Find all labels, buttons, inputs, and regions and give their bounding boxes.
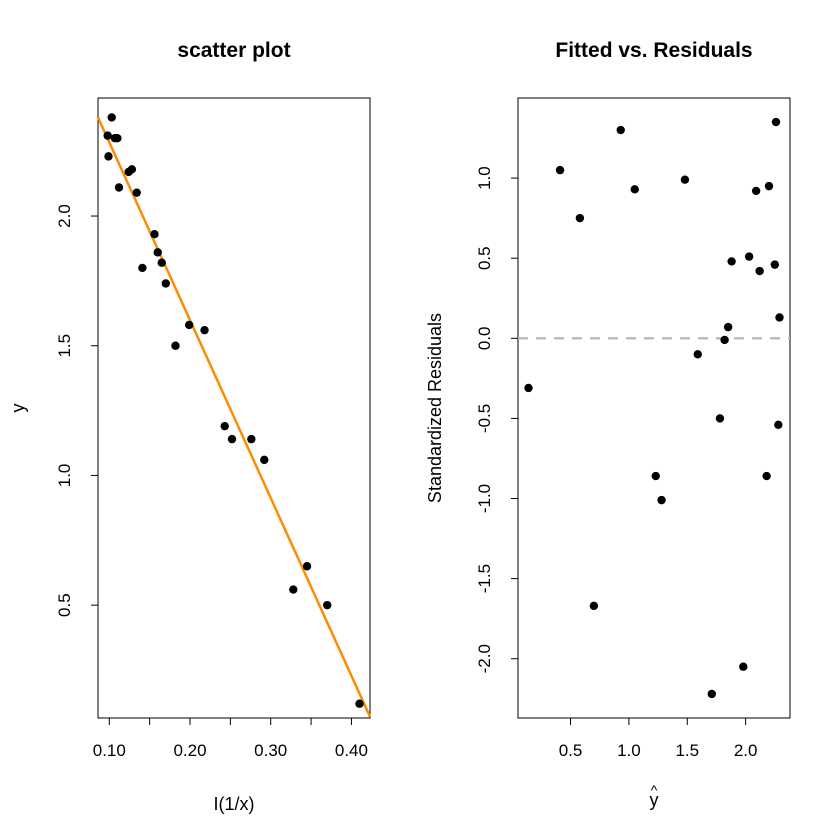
data-point: [630, 185, 639, 194]
y-tick-label: 1.5: [55, 334, 74, 358]
y-tick-label: -1.0: [475, 484, 494, 513]
data-point: [764, 181, 774, 191]
data-point: [707, 689, 716, 699]
x-tick-label: 0.10: [93, 741, 126, 760]
y-tick-label: -2.0: [475, 644, 494, 673]
x-tick-label: 0.5: [559, 741, 583, 760]
data-point: [113, 134, 122, 143]
residuals-x-label: y: [650, 790, 659, 810]
scatter-x-axis: 0.10 0.20 0.30 0.40: [93, 717, 368, 760]
data-point: [227, 434, 237, 444]
data-point: [739, 662, 748, 671]
scatter-y-axis: 0.5 1.0 1.5 2.0: [55, 204, 99, 617]
data-point: [657, 495, 666, 505]
data-point: [723, 322, 733, 332]
data-point: [302, 562, 312, 571]
data-point: [755, 266, 764, 276]
y-tick-label: -0.5: [475, 404, 494, 433]
data-point: [171, 341, 180, 350]
data-point: [138, 263, 147, 273]
data-point: [150, 229, 159, 239]
residuals-x-axis: 0.5 1.0 1.5 2.0: [559, 717, 758, 760]
data-point: [161, 279, 170, 288]
residuals-plot-frame: [517, 97, 791, 719]
data-point: [355, 699, 364, 708]
scatter-fit-line-layer: [96, 116, 372, 718]
data-point: [114, 183, 124, 192]
data-point: [103, 131, 112, 140]
regression-line: [96, 116, 372, 718]
residuals-title: Fitted vs. Residuals: [555, 39, 752, 62]
scatter-panel: scatter plot 0.10 0.20 0.30 0.40 0.5 1.0 1.5 2…: [8, 39, 372, 814]
data-point: [555, 165, 565, 175]
data-point: [157, 258, 166, 267]
data-point: [616, 125, 625, 135]
data-point: [775, 313, 784, 322]
data-point: [524, 383, 533, 393]
scatter-points: [103, 113, 364, 708]
x-tick-label: 1.0: [617, 741, 641, 760]
residuals-panel: Fitted vs. Residuals 0.5 1.0 1.5 2.0 -2.0 -1…: [425, 39, 791, 810]
data-point: [289, 585, 298, 594]
scatter-title: scatter plot: [177, 39, 290, 62]
data-point: [132, 188, 141, 197]
data-point: [693, 350, 702, 359]
residuals-y-axis: -2.0 -1.5 -1.0 -0.5 0.0 0.5 1.0: [475, 166, 519, 673]
data-point: [651, 471, 660, 481]
data-point: [727, 257, 736, 266]
residuals-y-label: Standardized Residuals: [425, 313, 445, 503]
data-point: [260, 455, 269, 465]
scatter-x-label: I(1/x): [213, 794, 254, 814]
data-point: [323, 600, 332, 610]
residuals-x-label-hat: ^: [651, 782, 658, 798]
data-point: [127, 165, 137, 174]
data-point: [771, 117, 781, 127]
data-point: [220, 421, 229, 431]
data-point: [770, 260, 780, 269]
y-tick-label: 0.5: [475, 246, 494, 270]
data-point: [720, 335, 729, 345]
y-tick-label: 1.0: [55, 464, 74, 488]
x-tick-label: 0.40: [335, 741, 368, 760]
x-tick-label: 2.0: [734, 741, 758, 760]
data-point: [200, 325, 209, 335]
data-point: [589, 601, 599, 611]
scatter-y-label: y: [8, 404, 28, 413]
data-point: [153, 248, 162, 257]
data-point: [715, 414, 725, 423]
data-point: [575, 213, 585, 223]
x-tick-label: 0.20: [173, 741, 206, 760]
data-point: [744, 252, 754, 261]
data-point: [107, 113, 116, 122]
data-point: [247, 434, 256, 444]
residuals-points: [524, 117, 784, 699]
data-point: [104, 152, 113, 161]
data-point: [185, 320, 194, 330]
data-point: [751, 186, 761, 196]
y-tick-label: 0.0: [475, 326, 494, 350]
y-tick-label: -1.5: [475, 564, 494, 593]
x-tick-label: 0.30: [254, 741, 287, 760]
y-tick-label: 1.0: [475, 166, 494, 190]
data-point: [680, 175, 690, 184]
x-tick-label: 1.5: [675, 741, 699, 760]
data-point: [762, 471, 771, 481]
data-point: [774, 420, 783, 430]
y-tick-label: 2.0: [55, 204, 74, 228]
y-tick-label: 0.5: [55, 593, 74, 617]
